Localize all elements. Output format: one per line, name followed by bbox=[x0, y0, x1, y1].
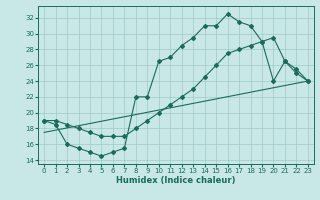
X-axis label: Humidex (Indice chaleur): Humidex (Indice chaleur) bbox=[116, 176, 236, 185]
